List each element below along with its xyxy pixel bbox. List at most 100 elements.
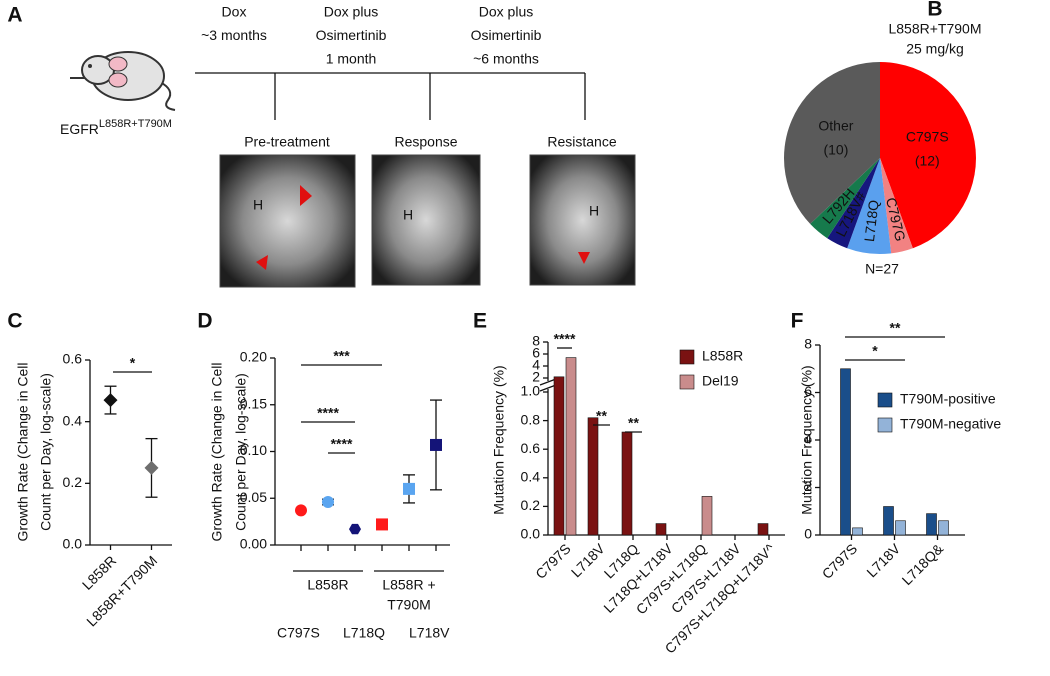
point [144, 460, 159, 475]
y-axis-label: Mutation Frequency (%) [491, 365, 507, 514]
axis-break [540, 381, 556, 389]
bar [757, 523, 769, 536]
y-tick-label: 0.15 [240, 395, 267, 411]
bar [938, 520, 949, 536]
panel-label: C [7, 310, 22, 333]
y-tick-label: 2 [532, 369, 540, 385]
group-label: L858R [307, 577, 348, 593]
mouse-label-superscript: L858R+T790M [99, 118, 172, 130]
group-label: T790M [387, 597, 431, 613]
y-tick-label: 0.2 [521, 497, 541, 513]
panel-label: D [197, 310, 212, 333]
bar [883, 506, 894, 536]
y-tick-label: 0.6 [63, 351, 83, 367]
y-tick-label: 0.2 [63, 474, 83, 490]
point [322, 495, 334, 508]
chart-subtitle: 25 mg/kg [906, 41, 964, 57]
legend-label: C797S [277, 625, 320, 641]
y-tick-label: 8 [532, 333, 540, 349]
significance-label: * [872, 343, 878, 359]
significance-label: ** [628, 415, 639, 431]
stage-label: ~3 months [201, 27, 267, 43]
bar [840, 368, 851, 536]
y-axis-label: Count per Day, log-scale) [38, 373, 54, 531]
x-tick-label: L718V [863, 540, 903, 580]
significance-label: **** [331, 436, 353, 452]
mri-images [219, 154, 636, 288]
image-title: Response [394, 134, 457, 150]
y-tick-label: 0.00 [240, 536, 267, 552]
bar [621, 431, 633, 536]
y-tick-label: 0.10 [240, 442, 267, 458]
x-tick-label: L858R+T790M [83, 552, 160, 629]
y-axis-label: Count per Day, log-scale) [233, 373, 249, 531]
footnote: N=27 [865, 261, 899, 277]
y-tick-label: 0.0 [521, 526, 541, 542]
slice-label: Other [818, 118, 853, 134]
significance-label: **** [554, 331, 576, 347]
point [295, 504, 307, 517]
slice-value-label: (12) [915, 152, 940, 168]
y-tick-label: 6 [804, 383, 812, 399]
pie-slice [827, 158, 880, 249]
bar [655, 523, 667, 536]
axis-break-mark [539, 384, 557, 392]
y-tick-label: 0.05 [240, 489, 267, 505]
bar [895, 520, 906, 536]
x-tick-label: C797S [819, 540, 861, 582]
arrow [300, 185, 312, 206]
axis-break-mark [539, 378, 557, 386]
bar [553, 376, 565, 536]
legend-label: T790M-positive [900, 391, 996, 407]
x-tick-label: C797S [532, 540, 574, 582]
legend-label: L718V [409, 625, 450, 641]
panel-label: E [473, 310, 487, 333]
y-tick-label: 0.0 [63, 536, 83, 552]
stage-label: Dox plus [479, 4, 533, 20]
x-tick-label: L718V [568, 540, 608, 580]
pie-slice [847, 158, 892, 254]
stage-label: Dox [222, 4, 247, 20]
legend-swatch [679, 374, 695, 390]
slice-label: L718Q [861, 199, 882, 243]
y-tick-label: 0.4 [521, 469, 541, 485]
mouse-label-text: EGFR [60, 121, 99, 137]
y-tick-label: 0.20 [240, 349, 267, 365]
point [403, 482, 415, 495]
stage-label: Dox plus [324, 4, 378, 20]
mouse-label: EGFRL858R+T790M [60, 118, 172, 137]
pie-slice [880, 158, 913, 254]
x-tick-label: L718Q& [899, 540, 947, 588]
bar [701, 496, 713, 536]
y-axis-label: Mutation Frequency (%) [799, 365, 815, 514]
y-tick-label: 0.8 [521, 411, 541, 427]
bar [926, 513, 937, 536]
stage-label: Osimertinib [316, 27, 387, 43]
significance-label: ** [890, 320, 901, 336]
panel-label: B [927, 0, 942, 21]
y-axis-label: Growth Rate (Change in Cell [209, 363, 225, 542]
slice-value-label: (10) [823, 142, 848, 158]
image-title: Pre-treatment [244, 134, 330, 150]
legend-label: T790M-negative [900, 416, 1001, 432]
legend-swatch [679, 349, 695, 365]
y-tick-label: 4 [804, 431, 812, 447]
significance-label: * [130, 355, 136, 371]
y-tick-label: 8 [804, 336, 812, 352]
y-axis-label: Growth Rate (Change in Cell [15, 363, 31, 542]
point [376, 518, 388, 531]
y-tick-label: 2 [804, 478, 812, 494]
y-tick-label: 0.4 [63, 412, 83, 428]
legend-swatch [877, 417, 893, 433]
bar [852, 527, 863, 536]
pie-slice [810, 158, 880, 239]
pie-slice [880, 62, 977, 249]
image-marker: H [253, 197, 263, 213]
point [349, 523, 361, 535]
pie-slice [784, 62, 880, 224]
legend-label: L858R [702, 348, 743, 364]
y-tick-label: 6 [532, 345, 540, 361]
chart-title: L858R+T790M [888, 21, 981, 37]
significance-label: *** [333, 348, 350, 364]
